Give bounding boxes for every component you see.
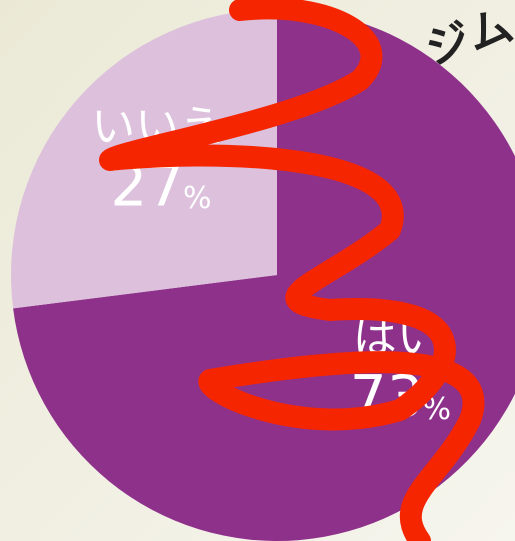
page: はい73%いいえ27% ジム (() => { const data = JSO… [0, 0, 515, 541]
value-unit: % [183, 181, 212, 216]
chart: はい73%いいえ27% ジム [0, 0, 515, 541]
